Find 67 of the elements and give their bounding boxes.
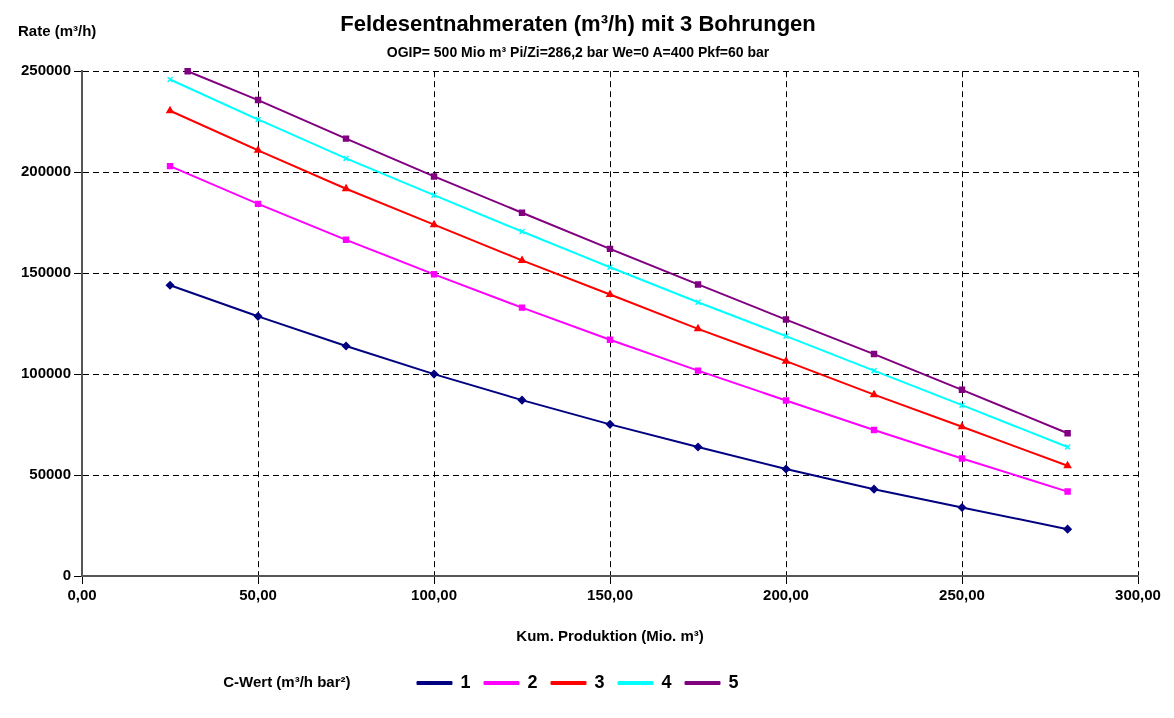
point <box>166 162 174 170</box>
x-tick-label: 0,00 <box>67 586 97 604</box>
x-axis-title: Kum. Produktion (Mio. m³) <box>516 627 704 645</box>
point <box>184 67 191 75</box>
point <box>782 316 790 323</box>
legend-label: 5 <box>728 671 739 692</box>
point <box>782 397 790 404</box>
y-tick-label: 150000 <box>20 263 72 281</box>
point <box>165 280 175 290</box>
point <box>254 146 262 153</box>
point <box>781 464 791 474</box>
point <box>606 245 614 253</box>
point <box>166 106 174 114</box>
chart-title: Feldesentnahmeraten (m³/h) mit 3 Bohrungen <box>340 11 816 37</box>
x-tick-label: 200,00 <box>763 586 809 604</box>
point <box>694 367 702 374</box>
y-tick-label: 250000 <box>20 61 72 79</box>
x-tick-label: 150,00 <box>587 586 633 604</box>
legend-label: 1 <box>460 671 471 692</box>
point <box>342 236 350 244</box>
point <box>693 442 703 452</box>
point <box>782 356 790 364</box>
legend-label: 4 <box>661 671 672 692</box>
point <box>1064 430 1071 437</box>
point <box>958 455 966 462</box>
point <box>1063 461 1072 469</box>
point <box>957 503 967 512</box>
point <box>694 324 702 332</box>
point <box>429 369 439 379</box>
point <box>518 304 526 311</box>
point <box>253 312 263 321</box>
y-axis-title: Rate (m³/h) <box>18 21 97 39</box>
y-tick-label: 0 <box>62 566 72 584</box>
point <box>254 200 262 208</box>
chart-subtitle: OGIP= 500 Mio m³ Pi/Zi=286,2 bar We=0 A=400 Pkf=60 bar <box>386 43 770 60</box>
point <box>958 422 966 430</box>
y-tick-label: 200000 <box>20 162 72 180</box>
x-tick-label: 250,00 <box>939 586 985 604</box>
point <box>518 209 526 216</box>
y-tick-label: 50000 <box>29 465 72 483</box>
point <box>958 386 966 394</box>
legend-label: 2 <box>527 671 538 692</box>
point <box>342 184 350 192</box>
point <box>342 135 350 142</box>
legend-label: 3 <box>594 671 605 692</box>
point <box>1063 524 1072 534</box>
point <box>694 281 702 288</box>
point <box>870 350 878 358</box>
point <box>870 426 878 434</box>
x-tick-label: 50,00 <box>239 586 277 604</box>
point <box>254 96 262 104</box>
point <box>341 341 351 351</box>
x-tick-label: 300,00 <box>1115 586 1161 604</box>
point <box>605 420 615 429</box>
point <box>517 395 527 405</box>
point <box>430 271 438 278</box>
legend-title: C-Wert (m³/h bar²) <box>223 673 351 691</box>
y-tick-label: 100000 <box>20 364 72 382</box>
x-tick-label: 100,00 <box>411 586 457 604</box>
point <box>870 390 878 398</box>
point <box>430 220 438 228</box>
point <box>518 256 526 263</box>
point <box>606 336 614 343</box>
point <box>606 290 614 298</box>
point <box>430 173 438 180</box>
point <box>869 484 879 494</box>
point <box>1064 488 1071 495</box>
